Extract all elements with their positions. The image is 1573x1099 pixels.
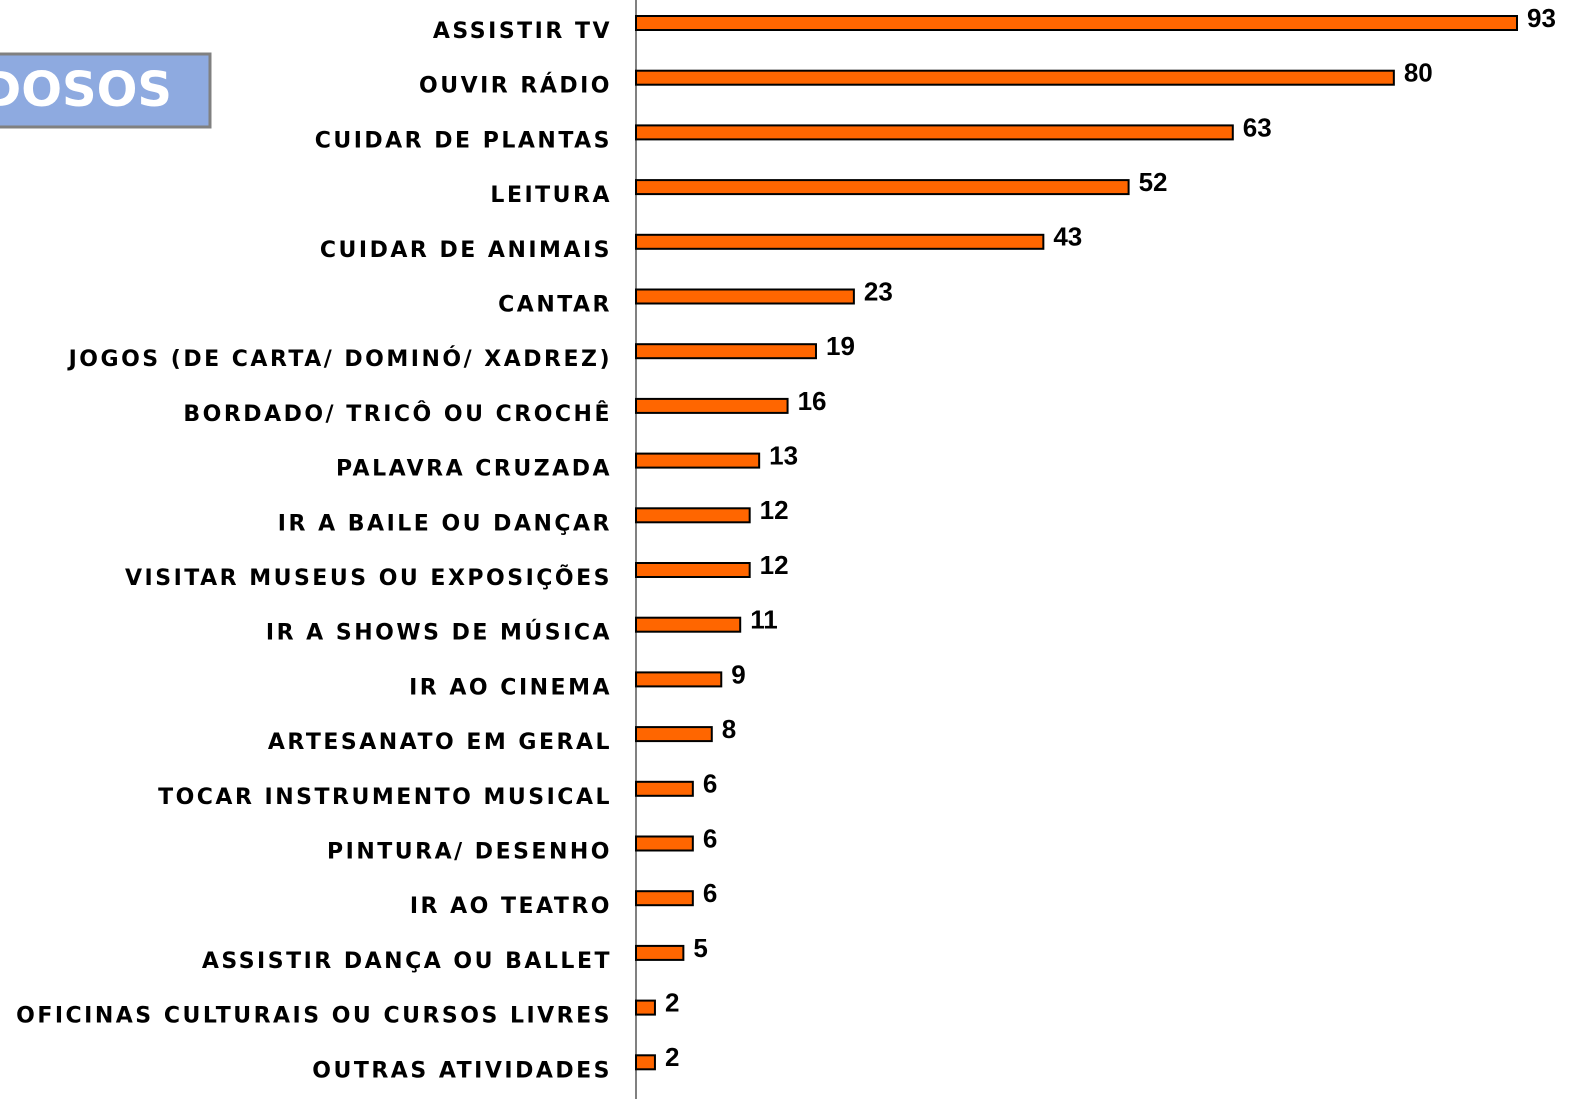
category-label: OUVIR RÁDIO	[419, 73, 612, 99]
category-label: VISITAR MUSEUS OU EXPOSIÇÕES	[125, 565, 612, 591]
value-label: 11	[750, 605, 778, 635]
value-label: 2	[665, 987, 679, 1017]
bar	[635, 671, 723, 688]
category-label: ASSISTIR TV	[433, 19, 612, 44]
bar	[635, 15, 1518, 31]
bar	[635, 124, 1234, 141]
value-label: 93	[1527, 3, 1556, 33]
bar	[635, 452, 761, 469]
category-label: PALAVRA CRUZADA	[336, 457, 612, 482]
bar	[635, 890, 694, 907]
bar	[635, 999, 656, 1016]
value-label: 12	[760, 550, 789, 580]
bar	[635, 1054, 656, 1071]
bar	[635, 69, 1395, 86]
category-label: ARTESANATO EM GERAL	[268, 730, 612, 755]
category-label: BORDADO/ TRICÔ OU CROCHÊ	[183, 401, 612, 427]
badge-text: DOSOS	[0, 62, 172, 118]
category-label: OUTRAS ATIVIDADES	[312, 1058, 612, 1083]
category-label: CUIDAR DE ANIMAIS	[320, 238, 612, 263]
bar	[635, 288, 855, 305]
category-label: TOCAR INSTRUMENTO MUSICAL	[158, 785, 612, 810]
bar	[635, 397, 789, 414]
bar	[635, 726, 713, 743]
value-label: 2	[665, 1042, 679, 1072]
category-label: IR AO TEATRO	[410, 894, 612, 919]
value-label: 23	[864, 276, 893, 306]
value-label: 80	[1404, 58, 1433, 88]
bar	[635, 343, 817, 360]
value-label: 16	[798, 386, 827, 416]
category-label: LEITURA	[490, 183, 612, 208]
value-label: 63	[1243, 112, 1272, 142]
bar	[635, 233, 1045, 250]
value-label: 9	[731, 659, 745, 689]
bar	[635, 616, 742, 633]
value-label: 43	[1053, 222, 1082, 252]
category-label: PINTURA/ DESENHO	[327, 840, 612, 865]
value-label: 52	[1139, 167, 1168, 197]
bar	[635, 507, 751, 524]
value-label: 5	[693, 933, 707, 963]
category-label: ASSISTIR DANÇA OU BALLET	[202, 949, 612, 974]
bar	[635, 780, 694, 797]
bar	[635, 562, 751, 578]
category-label: CUIDAR DE PLANTAS	[315, 128, 612, 153]
category-label: IR A SHOWS DE MÚSICA	[266, 620, 612, 646]
value-label: 13	[769, 440, 798, 470]
category-label: IR AO CINEMA	[409, 675, 612, 700]
category-label: JOGOS (DE CARTA/ DOMINÓ/ XADREZ)	[67, 346, 612, 372]
value-label: 8	[722, 714, 736, 744]
category-label: CANTAR	[498, 293, 612, 318]
category-label: IR A BAILE OU DANÇAR	[278, 511, 612, 536]
bar	[635, 835, 694, 852]
bar	[635, 944, 685, 961]
value-label: 6	[703, 769, 717, 799]
value-label: 6	[703, 823, 717, 853]
bar	[635, 179, 1130, 196]
value-label: 19	[826, 331, 855, 361]
badge-box	[0, 52, 212, 129]
category-label: OFICINAS CULTURAIS OU CURSOS LIVRES	[16, 1004, 612, 1029]
value-label: 6	[703, 878, 717, 908]
value-label: 12	[760, 495, 789, 525]
